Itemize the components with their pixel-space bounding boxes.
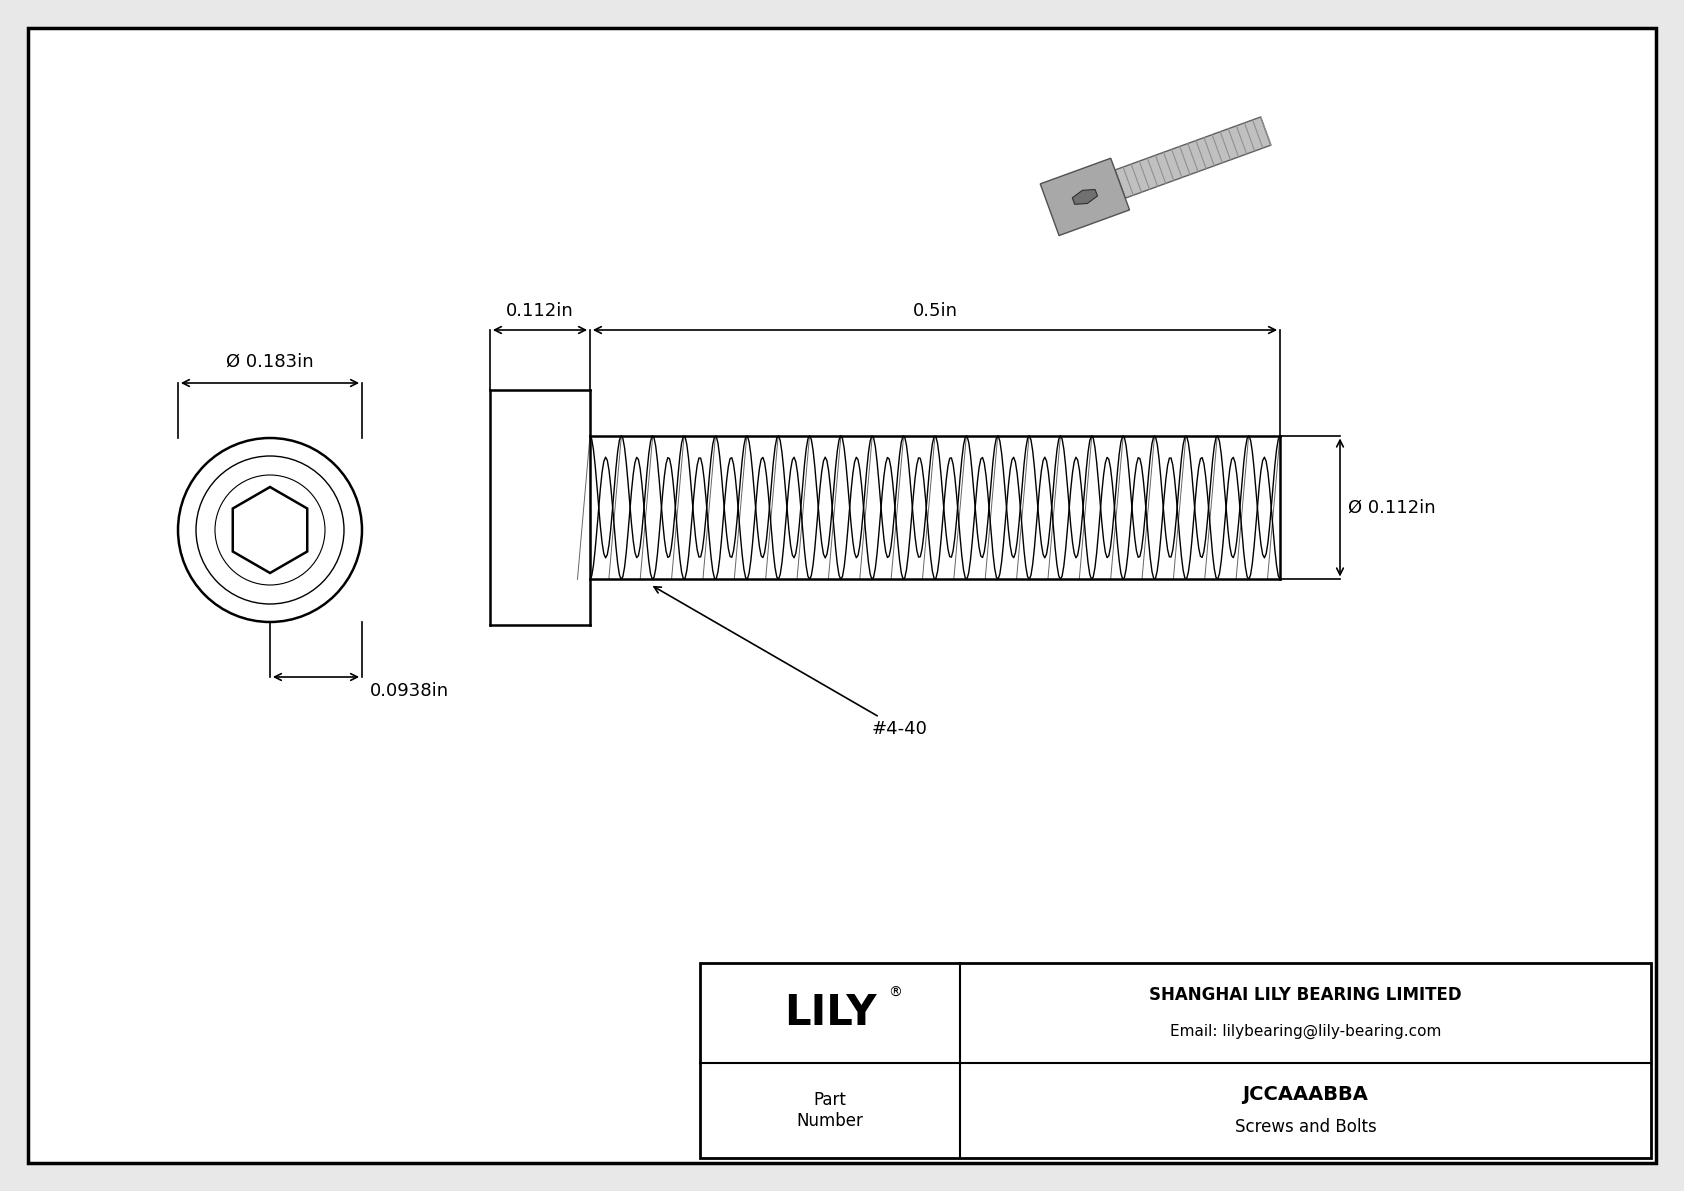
Text: 0.0938in: 0.0938in bbox=[370, 682, 450, 700]
Text: Ø 0.112in: Ø 0.112in bbox=[1347, 499, 1436, 517]
Text: ®: ® bbox=[887, 986, 903, 1000]
Text: Email: lilybearing@lily-bearing.com: Email: lilybearing@lily-bearing.com bbox=[1170, 1023, 1442, 1039]
Polygon shape bbox=[1073, 189, 1098, 205]
Bar bbox=[701, 964, 1650, 1158]
Text: 0.5in: 0.5in bbox=[913, 303, 958, 320]
Text: SHANGHAI LILY BEARING LIMITED: SHANGHAI LILY BEARING LIMITED bbox=[1148, 986, 1462, 1004]
Text: Ø 0.183in: Ø 0.183in bbox=[226, 353, 313, 372]
Text: Screws and Bolts: Screws and Bolts bbox=[1234, 1117, 1376, 1135]
Polygon shape bbox=[1041, 158, 1130, 236]
Text: JCCAAABBA: JCCAAABBA bbox=[1243, 1085, 1369, 1104]
Text: #4-40: #4-40 bbox=[653, 587, 928, 738]
Text: LILY: LILY bbox=[783, 992, 876, 1034]
Text: 0.112in: 0.112in bbox=[507, 303, 574, 320]
Text: Part
Number: Part Number bbox=[797, 1091, 864, 1130]
Polygon shape bbox=[1115, 117, 1271, 198]
